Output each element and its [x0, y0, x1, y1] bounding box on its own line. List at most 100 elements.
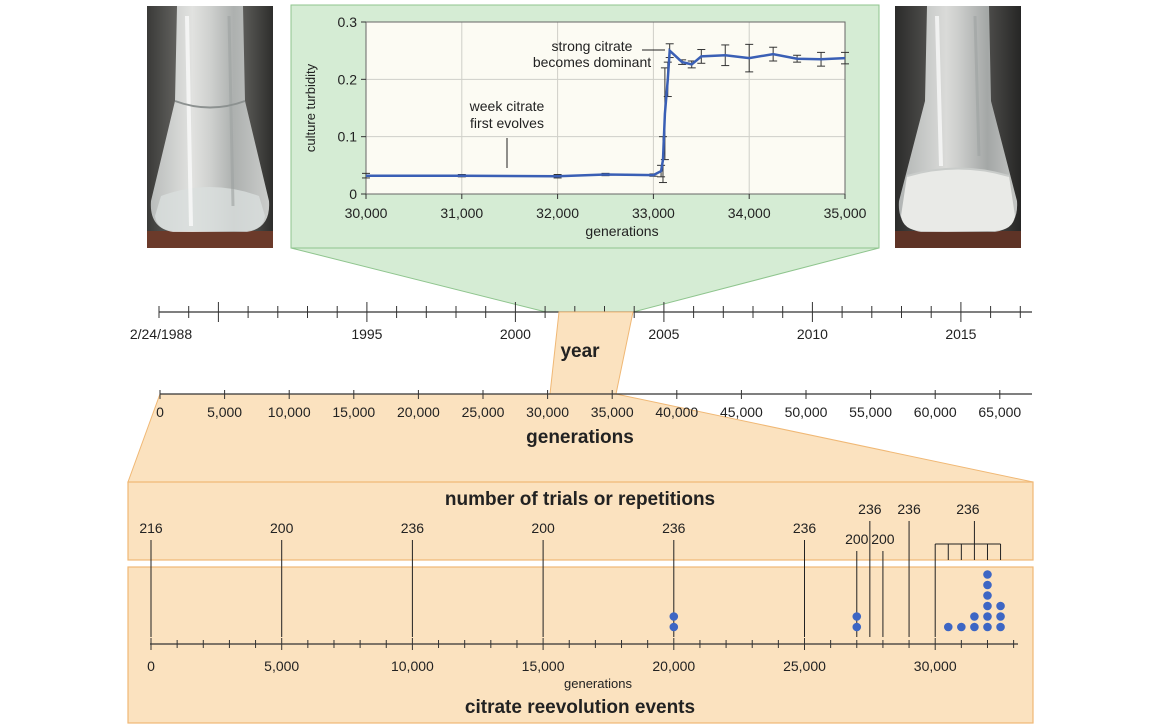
year-tick-label: 2015 — [945, 326, 976, 342]
flask-turbid-image — [895, 6, 1021, 248]
reevolution-axis-label: generations — [564, 676, 632, 691]
generations-tick-label: 15,000 — [332, 404, 375, 420]
turbidity-x-tick-label: 32,000 — [536, 205, 579, 221]
turbidity-zoom: 30,000 31,000 32,000 33,000 34,000 35,000 0 0.… — [290, 4, 880, 313]
reevolution-event-dot — [669, 622, 679, 632]
reevolution-panel-title: citrate reevolution events — [465, 697, 695, 718]
reevolution-ticks — [150, 638, 1015, 650]
flask-photo-clear — [147, 6, 273, 248]
trial-count-label: 236 — [401, 520, 425, 536]
reevolution-event-dot — [852, 612, 862, 621]
year-tick-label: 2/24/1988 — [130, 326, 192, 342]
trial-count-label: 200 — [845, 531, 869, 547]
turbidity-ylabel: culture turbidity — [303, 63, 318, 152]
generations-tick-label: 40,000 — [655, 404, 698, 420]
turbidity-y-tick-label: 0.3 — [338, 14, 358, 30]
reevolution-event-dot — [983, 601, 992, 611]
year-tick-labels: 2/24/1988 1995 2000 2005 2010 2015 — [130, 326, 977, 342]
turbidity-y-tick-label: 0.2 — [338, 71, 358, 87]
reevolution-panel — [127, 566, 1034, 724]
turbidity-frame — [365, 21, 846, 195]
reevolution-tick-label: 15,000 — [522, 658, 565, 674]
trial-count-label: 236 — [858, 501, 882, 517]
reevolution-event-dot — [943, 622, 953, 632]
annotation-weak-citrate-line2: first evolves — [470, 115, 544, 131]
reevolution-event-dots — [669, 570, 1005, 632]
trial-count-label: 200 — [531, 520, 555, 536]
year-tick-label: 2010 — [797, 326, 828, 342]
trial-count-label: 236 — [793, 520, 817, 536]
reevolution-axis: 0 5,000 10,000 15,000 20,000 25,000 30,000 — [147, 638, 1018, 674]
turbidity-x-tick-label: 35,000 — [824, 205, 867, 221]
generations-tick-label: 30,000 — [526, 404, 569, 420]
annotation-weak-citrate-line1: week citrate — [469, 98, 545, 114]
year-tick-label: 2000 — [500, 326, 531, 342]
reevolution-event-dot — [996, 612, 1005, 621]
reevolution-event-dot — [983, 612, 992, 621]
reevolution-tick-label: 10,000 — [391, 658, 434, 674]
reevolution-event-dot — [996, 622, 1005, 632]
trial-count-label: 236 — [897, 501, 921, 517]
trial-count-label: 236 — [662, 520, 686, 536]
trials-panel-title: number of trials or repetitions — [445, 489, 715, 510]
generations-tick-label: 55,000 — [849, 404, 892, 420]
generations-tick-label: 20,000 — [397, 404, 440, 420]
reevolution-event-dot — [983, 570, 992, 579]
turbidity-x-tick-label: 30,000 — [345, 205, 388, 221]
generations-tick-labels: 0 5,000 10,000 15,000 20,000 25,000 30,000 35,0… — [156, 404, 1021, 420]
year-tick-label: 1995 — [351, 326, 382, 342]
turbidity-x-tick-label: 31,000 — [440, 205, 483, 221]
reevolution-event-dot — [996, 601, 1005, 611]
reevolution-event-dot — [852, 622, 862, 632]
trials-panel — [127, 481, 1034, 561]
generations-ticks — [159, 390, 1001, 399]
generations-tick-label: 65,000 — [978, 404, 1021, 420]
year-ticks — [158, 302, 1021, 322]
reevolution-tick-label: 30,000 — [914, 658, 957, 674]
turbidity-y-tick-label: 0.1 — [338, 129, 358, 145]
reevolution-event-dot — [970, 612, 979, 621]
zoom-wedge-year — [290, 247, 880, 313]
turbidity-xlabel: generations — [585, 223, 658, 239]
reevolution-event-dot — [983, 580, 992, 590]
flask-photo-turbid — [895, 6, 1021, 248]
trial-count-label: 200 — [871, 531, 895, 547]
reevolution-tick-label: 25,000 — [783, 658, 826, 674]
reevolution-tick-label: 0 — [147, 658, 155, 674]
year-axis-label: year — [560, 341, 600, 362]
annotation-strong-citrate-line2: becomes dominant — [533, 54, 651, 70]
flask-clear-image — [147, 6, 273, 248]
generations-tick-label: 35,000 — [591, 404, 634, 420]
reevolution-tick-label: 5,000 — [264, 658, 299, 674]
generations-axis-label: generations — [526, 427, 634, 448]
generations-tick-label: 60,000 — [914, 404, 957, 420]
trial-count-label: 216 — [139, 520, 163, 536]
generations-tick-label: 45,000 — [720, 404, 763, 420]
grouped-trials-bracket: 236 — [934, 501, 1002, 637]
grouped-trial-count-label: 236 — [956, 501, 980, 517]
turbidity-y-tick-label: 0 — [349, 186, 357, 202]
reevolution-event-dot — [983, 591, 992, 600]
generations-tick-label: 5,000 — [207, 404, 242, 420]
generations-tick-label: 10,000 — [268, 404, 311, 420]
turbidity-plot-area — [366, 22, 845, 194]
generations-axis: 0 5,000 10,000 15,000 20,000 25,000 30,000 35,0… — [156, 390, 1032, 420]
reevolution-event-dot — [983, 622, 992, 632]
generations-tick-label: 50,000 — [785, 404, 828, 420]
turbidity-x-tick-labels: 30,000 31,000 32,000 33,000 34,000 35,000 — [345, 205, 867, 221]
trial-count-label: 200 — [270, 520, 294, 536]
reevolution-event-dot — [669, 612, 679, 621]
annotation-strong-citrate-line1: strong citrate — [552, 38, 633, 54]
reevolution-tick-labels: 0 5,000 10,000 15,000 20,000 25,000 30,000 — [147, 658, 957, 674]
year-tick-label: 2005 — [648, 326, 679, 342]
turbidity-line — [366, 48, 846, 178]
reevolution-tick-label: 20,000 — [652, 658, 695, 674]
turbidity-axes — [361, 21, 846, 199]
reevolution-event-dot — [957, 622, 966, 632]
turbidity-x-tick-label: 33,000 — [632, 205, 675, 221]
turbidity-y-tick-labels: 0 0.1 0.2 0.3 — [338, 14, 358, 202]
turbidity-x-tick-label: 34,000 — [728, 205, 771, 221]
generations-tick-label: 25,000 — [462, 404, 505, 420]
